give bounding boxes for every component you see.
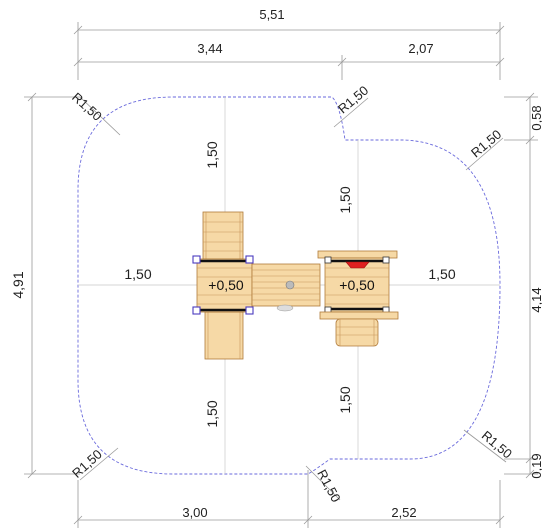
- bridge-support: [276, 304, 294, 312]
- safety-zone-outline: [77, 96, 501, 475]
- bridge-center-mark: [285, 280, 295, 290]
- clearance-right-top-label: 1,50: [337, 186, 353, 213]
- red-steering-wheel: [345, 261, 370, 269]
- right-roof-bottom: [319, 311, 399, 320]
- bottom-right-width-label: 2,52: [391, 505, 416, 520]
- right-post-tl: [324, 256, 332, 264]
- left-post-bl: [192, 306, 201, 315]
- top-dimensions: 5,51 3,44 2,07: [73, 7, 505, 80]
- clearance-right-side-label: 1,50: [428, 266, 455, 282]
- left-ramp: [204, 311, 244, 360]
- right-lower-depth-label: 0,19: [529, 453, 542, 478]
- left-dimension: 4,91: [10, 92, 80, 479]
- bottom-dimensions: 3,00 2,52: [73, 470, 505, 528]
- right-middle-depth-label: 4,14: [529, 287, 542, 312]
- left-post-tr: [245, 255, 254, 264]
- left-tower: +0,50: [192, 211, 254, 360]
- bottom-left-width-label: 3,00: [182, 505, 207, 520]
- radius-bottom-right-label: R1,50: [479, 428, 515, 462]
- top-left-width-label: 3,44: [197, 41, 222, 56]
- clearance-left-side-label: 1,50: [124, 266, 151, 282]
- left-post-tl: [192, 255, 201, 264]
- clearance-left-top-label: 1,50: [204, 141, 220, 168]
- right-post-tr: [382, 256, 390, 264]
- left-ladder: [202, 211, 244, 260]
- overall-width-label: 5,51: [259, 7, 284, 22]
- right-tower: +0,50: [317, 250, 399, 347]
- left-post-br: [245, 306, 254, 315]
- left-platform-height-label: +0,50: [208, 277, 244, 293]
- right-ladder: [335, 318, 379, 347]
- clearance-left-bottom-label: 1,50: [204, 400, 220, 427]
- overall-depth-label: 4,91: [10, 271, 26, 298]
- top-right-width-label: 2,07: [408, 41, 433, 56]
- radius-top-right-label: R1,50: [468, 127, 504, 161]
- clearance-labels: 1,50 1,50 1,50 1,50 1,50 1,50: [124, 141, 455, 427]
- radius-top-left-label: R1,50: [69, 89, 105, 123]
- radius-bottom-notch-label: R1,50: [314, 467, 344, 505]
- clearance-right-bottom-label: 1,50: [337, 386, 353, 413]
- bridge: [251, 263, 321, 312]
- right-upper-depth-label: 0,58: [529, 105, 542, 130]
- right-platform-height-label: +0,50: [339, 277, 375, 293]
- right-dimension: 0,58 4,14 0,19: [504, 92, 542, 479]
